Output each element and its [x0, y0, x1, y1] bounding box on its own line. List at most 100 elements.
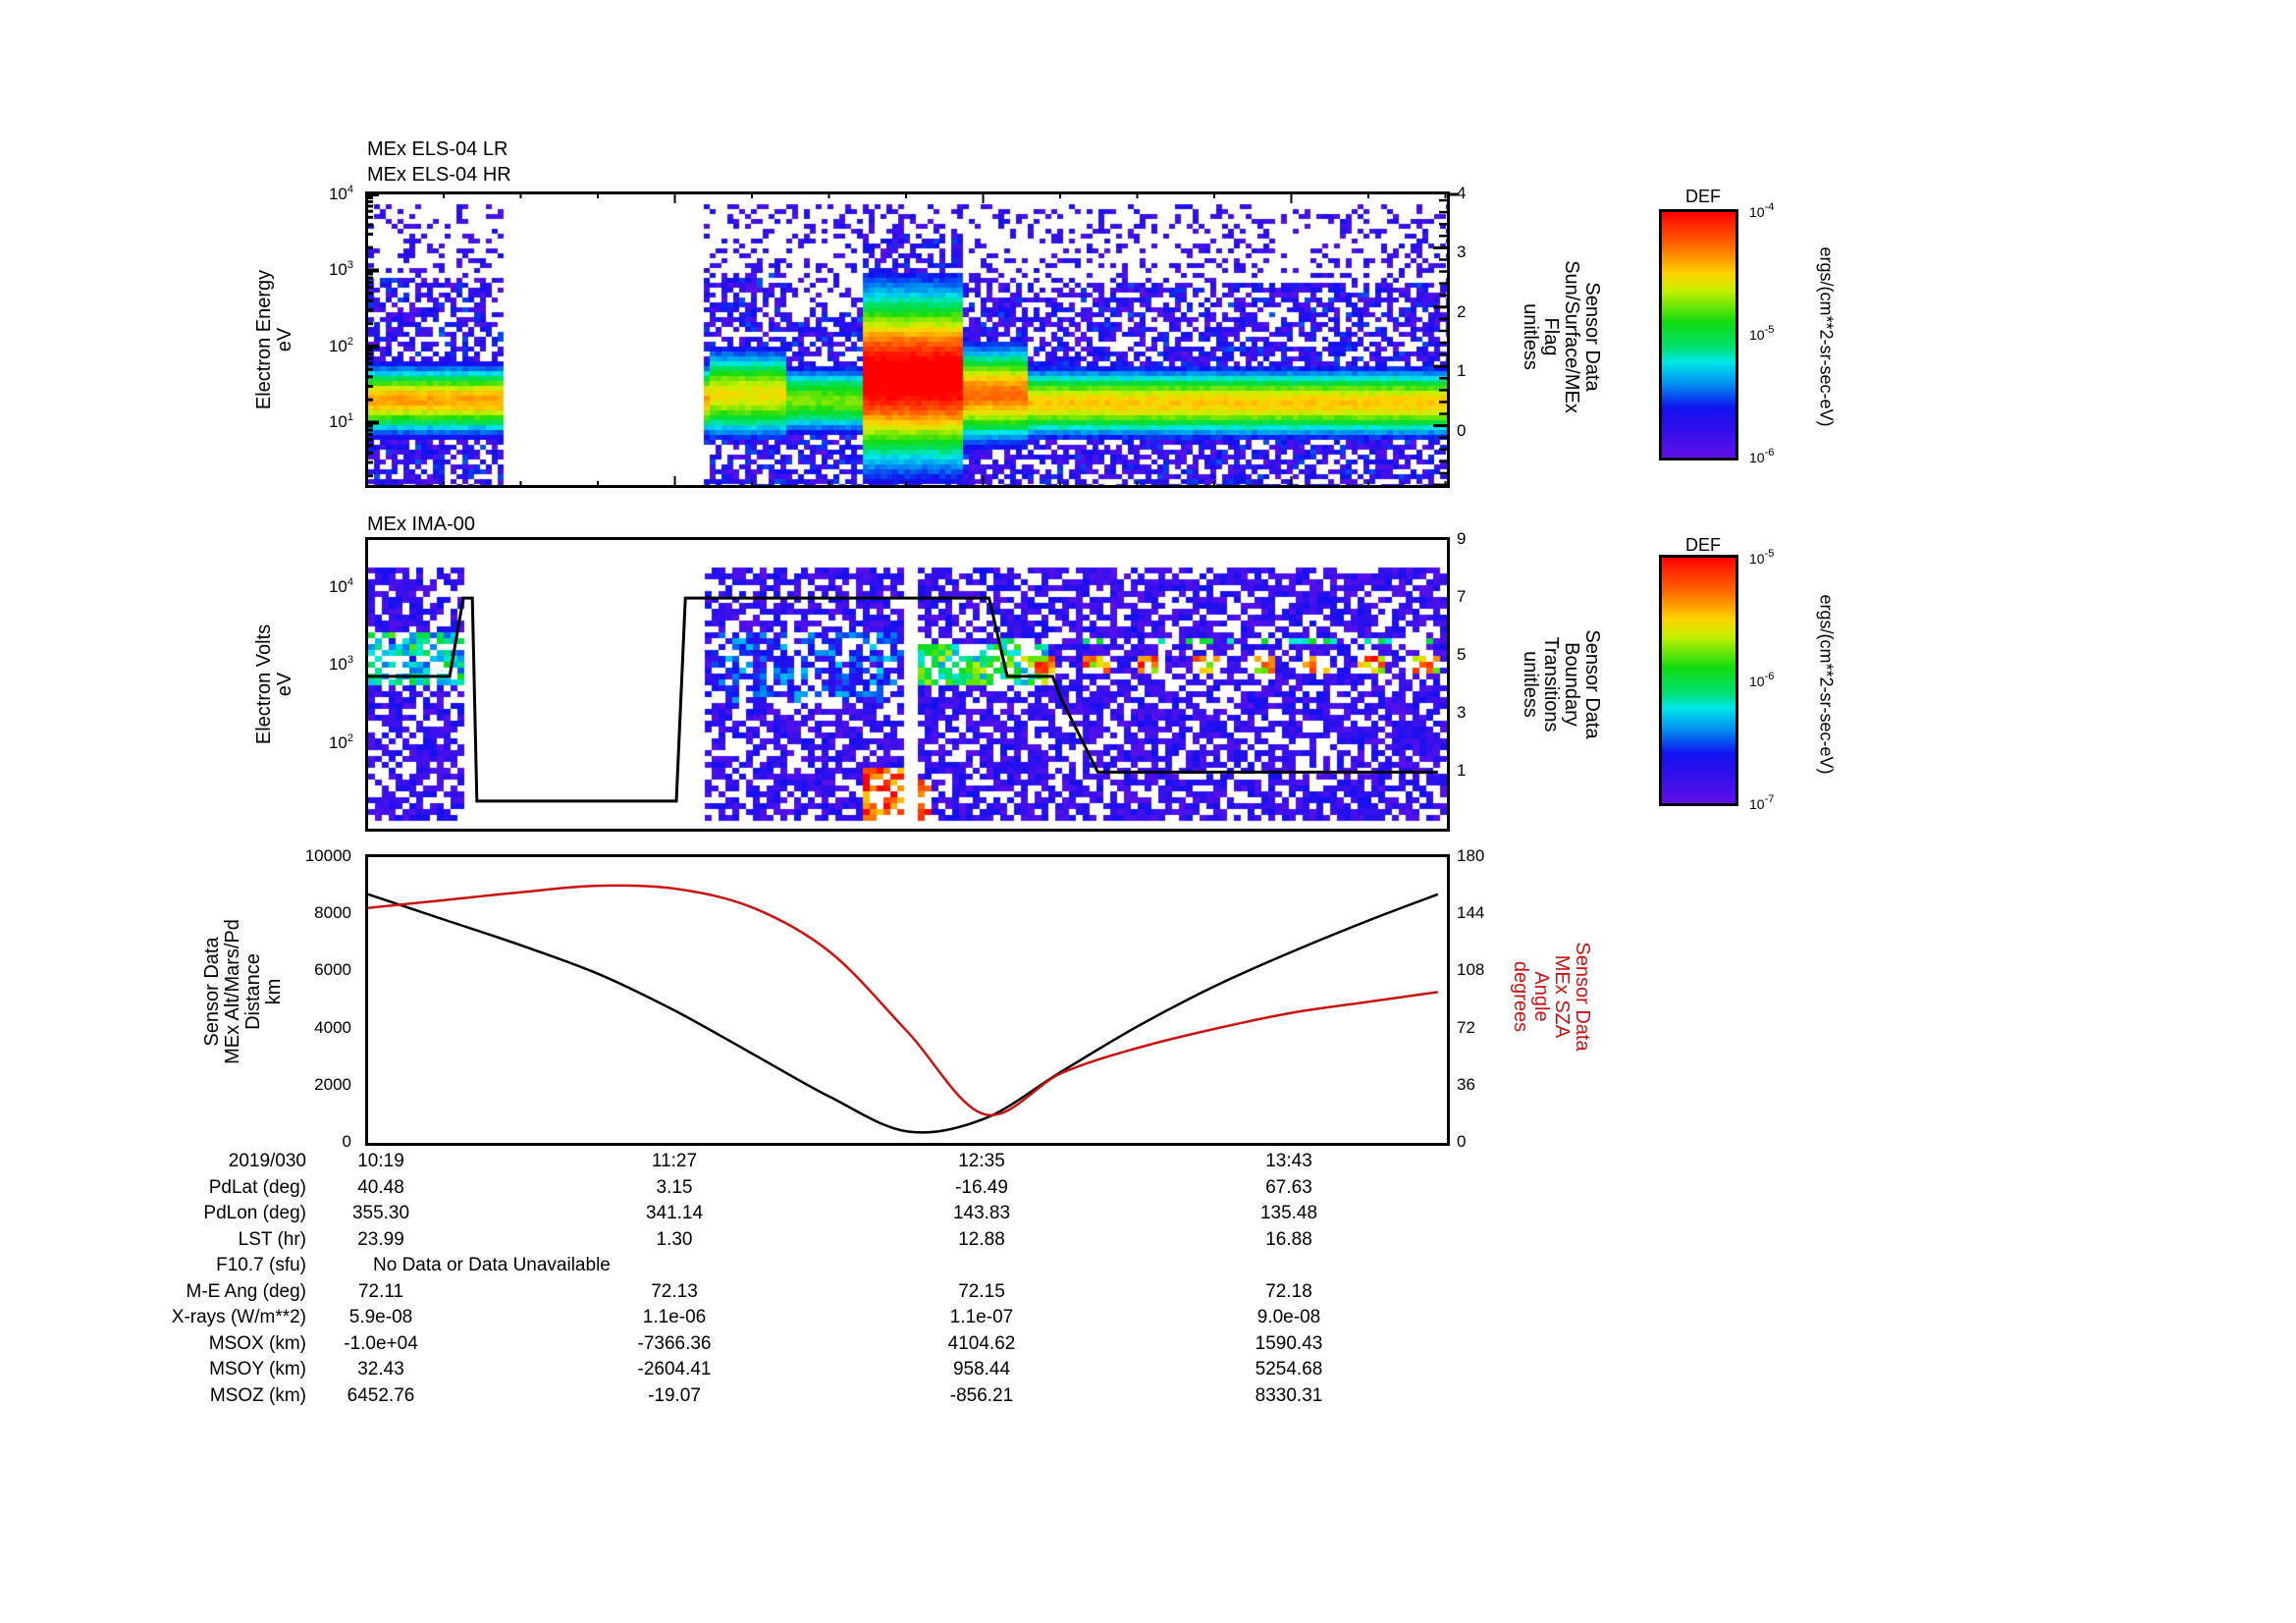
- ephemeris-label: PdLat (deg): [208, 1176, 306, 1198]
- els-colorbar-title: DEF: [1685, 187, 1721, 206]
- tick-label: 4: [1457, 184, 1467, 202]
- ima-ylabel-line2: eV: [274, 672, 295, 697]
- ephemeris-value: 1.1e-07: [949, 1307, 1014, 1327]
- els-right-ylabel-4: unitless: [1520, 303, 1541, 370]
- tick-label: 103: [328, 259, 353, 280]
- els-ylabel-line1: Electron Energy: [253, 269, 275, 410]
- tick-label: 0: [342, 1132, 351, 1151]
- ephemeris-no-data: No Data or Data Unavailable: [373, 1255, 611, 1275]
- tick-label: 7: [1457, 587, 1467, 607]
- orbit-right-ylabel-3: Angle: [1530, 971, 1552, 1022]
- orbit-left-ylabel: Sensor Data MEx Alt/Mars/Pd Distance km: [201, 919, 285, 1064]
- tick-label: 104: [328, 184, 353, 203]
- els-ylabel-line2: eV: [274, 327, 295, 352]
- sza-line: [368, 884, 1438, 1116]
- ephemeris-value: 67.63: [1265, 1176, 1312, 1198]
- ima-cbar-top-label: 10-5: [1749, 548, 1775, 567]
- ephemeris-value: 72.18: [1265, 1280, 1312, 1302]
- ima-title: MEx IMA-00: [367, 514, 476, 535]
- ephemeris-value: 72.15: [958, 1280, 1005, 1302]
- ima-colorbar: [1659, 555, 1738, 806]
- ephemeris-label: X-rays (W/m**2): [171, 1307, 306, 1327]
- ephemeris-value: 8330.31: [1255, 1384, 1323, 1406]
- tick-label: 144: [1457, 903, 1485, 923]
- els-spectrogram-panel: [365, 191, 1450, 488]
- orbit-ylabel-2: MEx Alt/Mars/Pd: [222, 919, 243, 1064]
- ephemeris-value: -7366.36: [637, 1332, 712, 1354]
- els-right-ylabel-1: Sensor Data: [1581, 282, 1603, 392]
- els-right-ylabel-3: Flag: [1540, 317, 1562, 356]
- ephemeris-label: F10.7 (sfu): [216, 1255, 306, 1275]
- tick-label: 9: [1457, 529, 1467, 548]
- ephemeris-label: MSOZ (km): [209, 1384, 306, 1406]
- time-tick-label: 10:19: [357, 1151, 404, 1171]
- orbit-line-chart: [368, 884, 1439, 1134]
- els-cbar-units: ergs/(cm**2-sr-sec-eV): [1816, 246, 1837, 427]
- ephemeris-value: 4104.62: [947, 1332, 1016, 1354]
- tick-label: 2000: [314, 1074, 351, 1094]
- ephemeris-value: 958.44: [952, 1359, 1011, 1380]
- ima-cbar-bottom-label: 10-7: [1749, 793, 1775, 812]
- orbit-right-ylabel-2: MEx SZA: [1551, 954, 1573, 1039]
- ephemeris-label: M-E Ang (deg): [186, 1280, 307, 1302]
- ephemeris-value: 1.30: [656, 1228, 693, 1250]
- ephemeris-value: 5254.68: [1255, 1359, 1323, 1380]
- ephemeris-value: 5.9e-08: [348, 1307, 413, 1327]
- ephemeris-value: 32.43: [357, 1359, 404, 1380]
- els-title-lr: MEx ELS-04 LR: [367, 138, 508, 160]
- tick-label: 5: [1457, 645, 1467, 665]
- ephemeris-label: MSOY (km): [209, 1359, 306, 1380]
- ephemeris-value: 72.11: [357, 1280, 404, 1302]
- ephemeris-value: -856.21: [949, 1384, 1014, 1406]
- ephemeris-value: -2604.41: [637, 1359, 712, 1380]
- time-tick-label: 13:43: [1265, 1151, 1312, 1171]
- ephemeris-value: -19.07: [648, 1384, 701, 1406]
- ephemeris-value: 341.14: [645, 1203, 704, 1223]
- ephemeris-value: 72.13: [651, 1280, 698, 1302]
- els-title-hr: MEx ELS-04 HR: [367, 164, 511, 186]
- els-spectrogram: [368, 194, 1447, 485]
- tick-label: 3: [1457, 703, 1467, 723]
- els-cbar-bottom-label: 10-6: [1749, 447, 1775, 465]
- ephemeris-value: 12.88: [958, 1228, 1005, 1250]
- tick-label: 4000: [314, 1017, 351, 1037]
- els-cbar-top-label: 10-4: [1749, 201, 1775, 220]
- tick-label: 0: [1457, 420, 1467, 440]
- ephemeris-value: 23.99: [357, 1228, 404, 1250]
- ephemeris-value: 6452.76: [347, 1384, 415, 1406]
- tick-label: 6000: [314, 960, 351, 980]
- orbit-ylabel-4: km: [263, 978, 285, 1005]
- tick-label: 8000: [314, 903, 351, 923]
- els-left-ylabel: Electron Energy eV: [253, 269, 295, 410]
- ephemeris-value: 9.0e-08: [1256, 1307, 1321, 1327]
- time-tick-label: 12:35: [958, 1151, 1005, 1171]
- tick-label: 103: [328, 654, 353, 675]
- ima-right-ylabel-1: Sensor Data: [1581, 629, 1603, 739]
- els-colorbar: [1659, 209, 1738, 460]
- ephemeris-label: MSOX (km): [208, 1332, 306, 1354]
- ephemeris-value: 1590.43: [1255, 1332, 1323, 1354]
- tick-label: 102: [328, 335, 353, 355]
- boundary-line: [368, 596, 1438, 803]
- ephemeris-value: 135.48: [1259, 1203, 1318, 1223]
- ima-colorbar-title: DEF: [1685, 535, 1721, 555]
- orbit-ylabel-1: Sensor Data: [201, 937, 223, 1047]
- ephemeris-label: PdLon (deg): [203, 1203, 306, 1223]
- ima-spectrogram: [368, 540, 1447, 829]
- tick-label: 101: [328, 411, 353, 432]
- ephemeris-value: 143.83: [952, 1203, 1011, 1223]
- ephemeris-value: 3.15: [656, 1176, 693, 1198]
- ima-cbar-mid-label: 10-6: [1749, 671, 1775, 689]
- orbit-line-panel: [365, 854, 1450, 1146]
- els-cbar-mid-label: 10-5: [1749, 324, 1775, 343]
- els-right-ylabel: Sensor Data Sun/Surface/MEx Flag unitles…: [1520, 260, 1603, 413]
- tick-label: 36: [1457, 1074, 1475, 1094]
- ephemeris-value: 1.1e-06: [642, 1307, 707, 1327]
- boundary-transitions-line: [368, 596, 1438, 803]
- ephemeris-value: 16.88: [1265, 1228, 1312, 1250]
- ima-right-ylabel-4: unitless: [1520, 651, 1541, 718]
- tick-label: 2: [1457, 301, 1467, 321]
- tick-label: 0: [1457, 1132, 1467, 1151]
- ephemeris-label: LST (hr): [238, 1228, 306, 1250]
- date-label: 2019/030: [228, 1151, 306, 1171]
